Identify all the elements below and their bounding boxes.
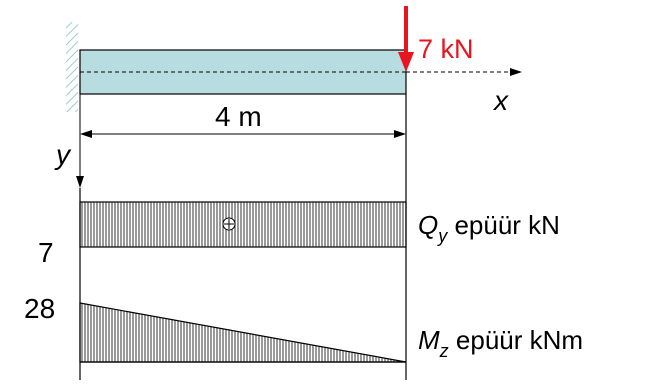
dimension-arrow-right — [394, 130, 406, 138]
dimension-arrow-left — [80, 130, 92, 138]
x-axis-arrowhead — [510, 68, 522, 76]
y-axis-label: y — [54, 139, 72, 170]
shear-value-label: 7 — [38, 237, 54, 268]
x-axis-label: x — [492, 85, 509, 116]
shear-diagram-area — [79, 201, 407, 248]
y-axis-arrowhead — [76, 176, 84, 188]
fixed-support-wall — [66, 22, 78, 112]
load-label: 7 kN — [418, 34, 474, 64]
load-arrow-head — [398, 52, 414, 72]
span-label: 4 m — [215, 101, 262, 132]
moment-value-label: 28 — [24, 293, 55, 324]
moment-diagram-title: Mz epüür kNm — [418, 325, 583, 361]
shear-diagram-title: Qy epüür kN — [418, 210, 560, 246]
